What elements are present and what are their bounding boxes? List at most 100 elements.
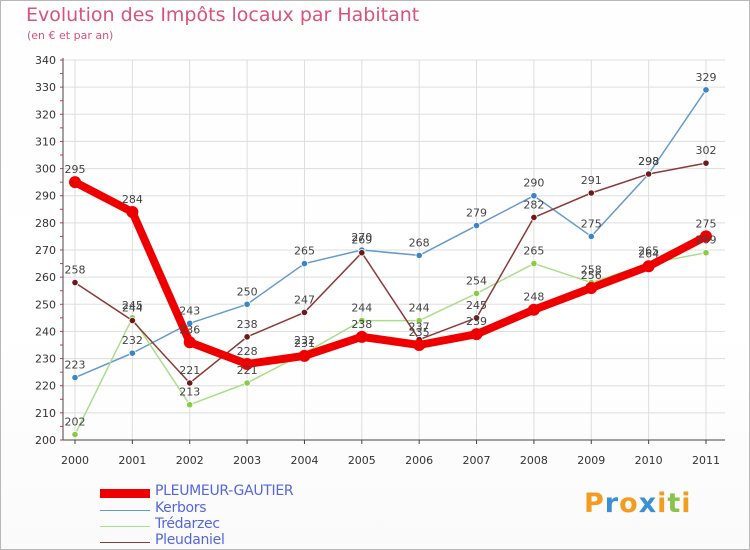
data-label: 298 [638,155,659,168]
data-label: 236 [179,323,200,336]
axes [60,58,725,441]
y-tick-label: 330 [35,81,56,94]
logo-letter: i [681,488,692,519]
logo-letter: P [584,488,605,519]
data-label: 228 [237,345,258,358]
data-label: 202 [65,416,86,429]
data-label: 258 [65,264,86,277]
x-tick-label: 2003 [233,454,261,467]
y-tick-label: 270 [35,244,56,257]
data-labels: 295 284 236 228 231 238 235 239 248 256 264 275 223 2… [65,71,717,429]
data-label: 298 [638,155,659,168]
y-tick-label: 260 [35,271,56,284]
series-line-tr-darzec [74,251,707,436]
data-point [355,330,368,343]
x-tick-label: 2004 [290,454,318,467]
data-label: 254 [466,274,487,287]
data-label: 235 [409,326,430,339]
series-line-pleumeur-gautier [71,178,710,368]
data-label: 245 [122,299,143,312]
data-point [472,221,481,230]
data-point [415,316,423,325]
data-point [470,328,483,341]
grid-lines [63,59,725,440]
data-point [702,159,710,167]
data-label: 270 [351,231,372,244]
data-point [71,373,79,382]
data-label: 247 [294,293,315,306]
proxiti-logo: Proxiti [584,488,692,519]
y-tick-label: 300 [35,163,56,176]
legend-swatch [100,542,150,543]
data-label: 239 [466,315,487,328]
data-label: 223 [65,359,86,372]
data-label: 329 [696,71,717,84]
data-label: 275 [696,217,717,230]
x-tick-label: 2000 [61,454,89,467]
data-point [69,176,81,189]
data-label: 232 [122,334,143,347]
y-tick-label: 290 [35,190,56,203]
x-tick-label: 2011 [692,454,720,467]
data-point [358,316,366,325]
data-point [702,249,710,257]
data-label: 221 [237,364,258,377]
data-point [300,259,309,268]
data-label: 221 [179,364,200,377]
data-point [530,259,538,268]
data-label: 231 [294,337,315,350]
x-tick-label: 2010 [635,454,663,467]
data-point [527,303,540,316]
data-point [183,336,196,349]
data-point [358,249,366,257]
chart-title: Evolution des Impôts locaux par Habitant [26,4,420,26]
y-tick-label: 240 [35,325,56,338]
data-point [71,430,79,439]
data-label: 279 [466,207,487,220]
series-line-kerbors [74,89,707,379]
data-label: 232 [294,334,315,347]
data-point [243,333,251,341]
data-point [530,213,538,222]
data-label: 295 [65,163,86,176]
chart-subtitle: (en € et par an) [27,29,114,42]
data-label: 244 [351,302,372,315]
data-point [128,349,136,357]
data-point [128,316,136,325]
y-tick-label: 200 [35,434,56,447]
data-label: 237 [409,321,430,334]
x-tick-label: 2005 [348,454,376,467]
data-label: 245 [466,299,487,312]
data-label: 265 [638,245,659,258]
data-point [298,349,311,362]
data-point [300,308,309,317]
legend-label: PLEUMEUR-GAUTIER [155,483,294,499]
data-label: 244 [409,302,430,315]
data-label: 265 [523,245,544,258]
data-point [415,251,423,260]
data-point [126,206,139,218]
y-axis-ticks: 200 210 220 230 240 250 260 270 280 290 300 310 320 3… [35,54,56,447]
data-label: 268 [409,236,430,249]
data-label: 243 [179,304,200,317]
data-point [241,358,254,370]
data-label: 269 [351,234,372,247]
x-tick-label: 2009 [577,454,605,467]
y-tick-label: 230 [35,353,56,366]
data-label: 244 [122,302,143,315]
data-point [413,339,426,351]
legend-swatch [100,510,150,511]
x-axis-ticks: 2000 2001 2002 2003 2004 2005 2006 2007 2008 2009… [61,440,720,467]
data-point [472,314,481,322]
y-tick-label: 280 [35,217,56,230]
data-label: 284 [122,193,143,206]
data-label: 213 [179,386,200,399]
data-point [645,170,653,178]
data-label: 248 [523,291,544,304]
data-point [700,230,712,243]
data-point [587,232,595,241]
legend-swatch [100,526,150,527]
y-tick-label: 340 [35,54,56,67]
logo-letter: x [638,488,658,519]
